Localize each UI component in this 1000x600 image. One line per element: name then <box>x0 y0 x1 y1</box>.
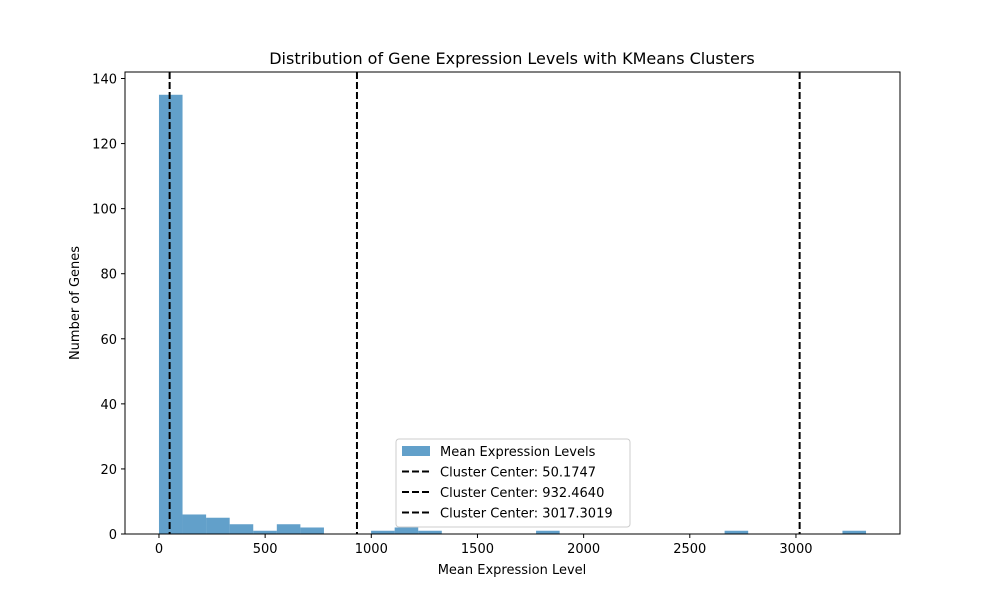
histogram-bar-11 <box>724 530 749 534</box>
legend-entry-label: Cluster Center: 50.1747 <box>440 466 596 481</box>
x-tick-label: 0 <box>155 542 163 557</box>
cluster-center-lines <box>168 72 801 534</box>
y-tick-label: 60 <box>100 333 117 348</box>
x-tick-label: 1000 <box>355 542 388 557</box>
x-tick-label: 2000 <box>567 542 600 557</box>
legend: Mean Expression Levels Cluster Center: 50… <box>395 438 631 528</box>
y-tick-label: 0 <box>109 528 117 543</box>
histogram-bar-2 <box>206 517 230 534</box>
plot-frame <box>124 71 901 535</box>
legend-entry-label: Cluster Center: 3017.3019 <box>440 507 613 522</box>
histogram-bar-9 <box>418 530 442 534</box>
y-tick-label: 40 <box>100 398 117 413</box>
x-tick-label: 500 <box>253 542 278 557</box>
legend-box <box>395 438 631 528</box>
histogram-bar-1 <box>182 514 207 534</box>
legend-swatch-histogram <box>402 446 430 456</box>
histogram-bar-8 <box>394 527 419 534</box>
histogram-bar-6 <box>300 527 324 534</box>
histogram-bar-7 <box>371 530 395 534</box>
y-tick-label: 100 <box>92 203 117 218</box>
y-tick-label: 20 <box>100 463 117 478</box>
x-tick-label: 3000 <box>779 542 812 557</box>
x-tick-label: 1500 <box>461 542 494 557</box>
bar-group <box>158 94 867 534</box>
histogram-bar-3 <box>229 524 254 534</box>
legend-entry-label: Mean Expression Levels <box>440 445 596 460</box>
x-axis-label: Mean Expression Level <box>438 563 587 578</box>
histogram-bar-5 <box>276 524 301 534</box>
y-tick-label: 80 <box>100 268 117 283</box>
histogram-bar-10 <box>536 530 560 534</box>
y-tick-label: 140 <box>92 73 117 88</box>
chart-title: Distribution of Gene Expression Levels w… <box>269 49 755 68</box>
histogram-bar-0 <box>158 94 183 534</box>
x-tick-label: 2500 <box>673 542 706 557</box>
y-axis-label: Number of Genes <box>68 246 83 360</box>
y-axis-ticks: 0 20 40 60 80 100 120 140 <box>92 73 125 543</box>
y-tick-label: 120 <box>92 138 117 153</box>
legend-entry-label: Cluster Center: 932.4640 <box>440 486 604 501</box>
x-axis-ticks: 0 500 1000 1500 2000 2500 3000 <box>155 534 813 557</box>
histogram-bar-12 <box>842 530 867 534</box>
histogram-bar-4 <box>253 530 277 534</box>
